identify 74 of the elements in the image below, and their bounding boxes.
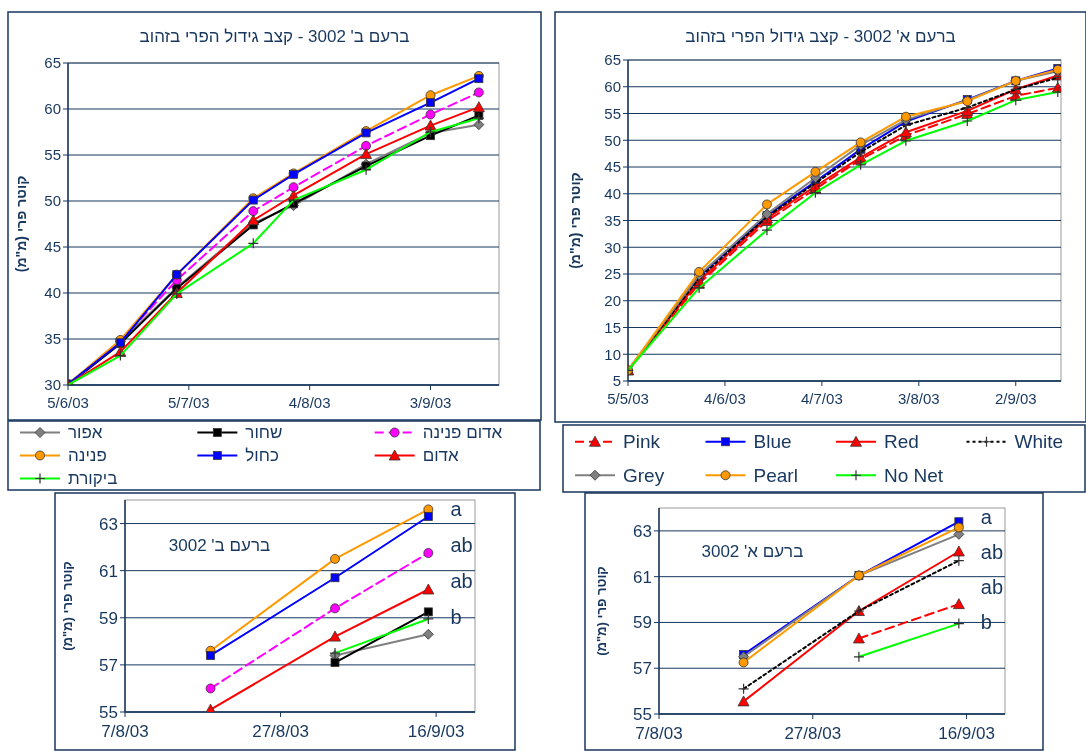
legend-label: ביקורת xyxy=(68,469,118,489)
x-tick-label: 5/5/03 xyxy=(607,390,649,407)
x-tick-label: 16/9/03 xyxy=(407,722,465,741)
x-tick-label: 27/8/03 xyxy=(252,722,309,741)
chart-title: ברעם ב' 3002 - קצב גידול הפרי בזהוב xyxy=(139,27,410,46)
legend-label: No Net xyxy=(884,464,944,486)
y-tick-label: 57 xyxy=(633,659,652,679)
legend-label: Red xyxy=(884,431,919,453)
y-tick-label: 55 xyxy=(604,104,621,122)
y-tick-label: 65 xyxy=(604,51,621,69)
annotation: ab xyxy=(450,570,473,593)
annotation: a xyxy=(980,506,993,529)
x-tick-label: 3/9/03 xyxy=(409,394,452,411)
y-tick-label: 60 xyxy=(44,100,61,118)
x-tick-label: 7/8/03 xyxy=(101,722,149,741)
legend-label: אדום xyxy=(422,446,460,466)
y-tick-label: 30 xyxy=(44,376,61,394)
legend-label: Pearl xyxy=(753,464,798,486)
annotation: ab xyxy=(980,541,1004,564)
y-tick-label: 59 xyxy=(633,613,652,633)
y-tick-label: 5 xyxy=(612,372,621,390)
legend-label: Pink xyxy=(623,431,661,453)
legend-label: פנינה xyxy=(68,446,107,466)
y-tick-label: 57 xyxy=(99,655,118,675)
y-tick-label: 25 xyxy=(604,265,621,283)
annotation: ab xyxy=(980,576,1004,599)
legend-label: שחור xyxy=(245,423,283,443)
y-axis-title: קוטר פרי (מ"מ) xyxy=(60,561,75,651)
annotation: ברעם ב' 3002 xyxy=(168,535,271,555)
x-tick-label: 7/8/03 xyxy=(635,724,683,743)
legend-label: אדום פנינה xyxy=(422,423,503,443)
y-tick-label: 20 xyxy=(604,292,621,309)
y-tick-label: 35 xyxy=(604,211,621,229)
annotation: a xyxy=(450,498,463,521)
x-tick-label: 5/7/03 xyxy=(167,394,210,411)
y-tick-label: 59 xyxy=(99,608,118,628)
y-tick-label: 50 xyxy=(44,192,61,210)
y-tick-label: 63 xyxy=(633,521,652,541)
y-tick-label: 15 xyxy=(604,318,621,336)
x-tick-label: 16/9/03 xyxy=(938,724,995,743)
y-tick-label: 63 xyxy=(99,514,118,534)
y-tick-label: 50 xyxy=(604,131,621,149)
y-tick-label: 65 xyxy=(44,54,61,72)
annotation: ab xyxy=(450,534,473,557)
legend-label: אפור xyxy=(68,423,103,443)
x-tick-label: 4/8/03 xyxy=(288,394,331,411)
y-tick-label: 55 xyxy=(99,702,118,722)
x-tick-label: 4/6/03 xyxy=(704,390,746,407)
legend-label: White xyxy=(1014,431,1064,453)
y-tick-label: 40 xyxy=(604,185,621,202)
y-tick-label: 45 xyxy=(604,158,621,176)
y-tick-label: 35 xyxy=(44,330,61,348)
y-tick-label: 61 xyxy=(99,561,118,581)
x-tick-label: 2/9/03 xyxy=(994,390,1037,407)
y-tick-label: 30 xyxy=(604,238,621,256)
y-tick-label: 60 xyxy=(604,78,621,95)
legend-label: Grey xyxy=(623,464,665,486)
y-tick-label: 61 xyxy=(633,567,652,587)
y-axis-title: קוטר פרי (מ"מ) xyxy=(594,566,609,656)
legend-label: Blue xyxy=(753,431,792,453)
x-tick-label: 4/7/03 xyxy=(801,390,843,407)
legend-label: כחול xyxy=(245,446,279,466)
y-tick-label: 40 xyxy=(44,284,61,302)
annotation: ברעם א' 3002 xyxy=(701,542,804,562)
y-tick-label: 10 xyxy=(604,345,621,363)
x-tick-label: 5/6/03 xyxy=(47,394,89,411)
y-axis-title: קוטר פרי (מ"מ) xyxy=(13,175,29,273)
y-tick-label: 55 xyxy=(633,704,652,724)
y-axis-title: קוטר פרי (מ"מ) xyxy=(567,172,583,269)
y-tick-label: 55 xyxy=(44,146,61,164)
x-tick-label: 27/8/03 xyxy=(784,724,842,743)
chart-title: ברעם א' 3002 - קצב גידול הפרי בזהוב xyxy=(685,27,956,46)
y-tick-label: 45 xyxy=(44,238,61,256)
x-tick-label: 3/8/03 xyxy=(897,390,940,407)
